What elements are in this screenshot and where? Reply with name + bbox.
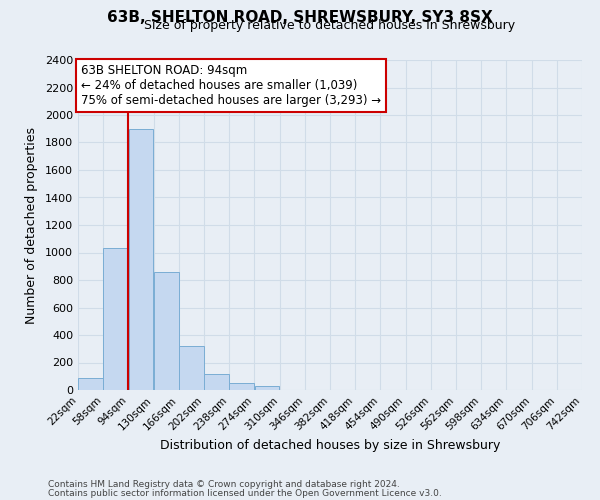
Y-axis label: Number of detached properties: Number of detached properties	[25, 126, 38, 324]
Bar	[128, 128, 154, 390]
Title: Size of property relative to detached houses in Shrewsbury: Size of property relative to detached ho…	[145, 20, 515, 32]
Bar	[254, 386, 280, 390]
X-axis label: Distribution of detached houses by size in Shrewsbury: Distribution of detached houses by size …	[160, 438, 500, 452]
Text: 63B SHELTON ROAD: 94sqm
← 24% of detached houses are smaller (1,039)
75% of semi: 63B SHELTON ROAD: 94sqm ← 24% of detache…	[81, 64, 381, 107]
Bar	[204, 374, 229, 390]
Text: Contains public sector information licensed under the Open Government Licence v3: Contains public sector information licen…	[48, 490, 442, 498]
Bar	[229, 383, 254, 390]
Text: 63B, SHELTON ROAD, SHREWSBURY, SY3 8SX: 63B, SHELTON ROAD, SHREWSBURY, SY3 8SX	[107, 10, 493, 25]
Bar	[154, 272, 179, 390]
Bar	[78, 378, 103, 390]
Text: Contains HM Land Registry data © Crown copyright and database right 2024.: Contains HM Land Registry data © Crown c…	[48, 480, 400, 489]
Bar	[103, 248, 128, 390]
Bar	[179, 346, 204, 390]
